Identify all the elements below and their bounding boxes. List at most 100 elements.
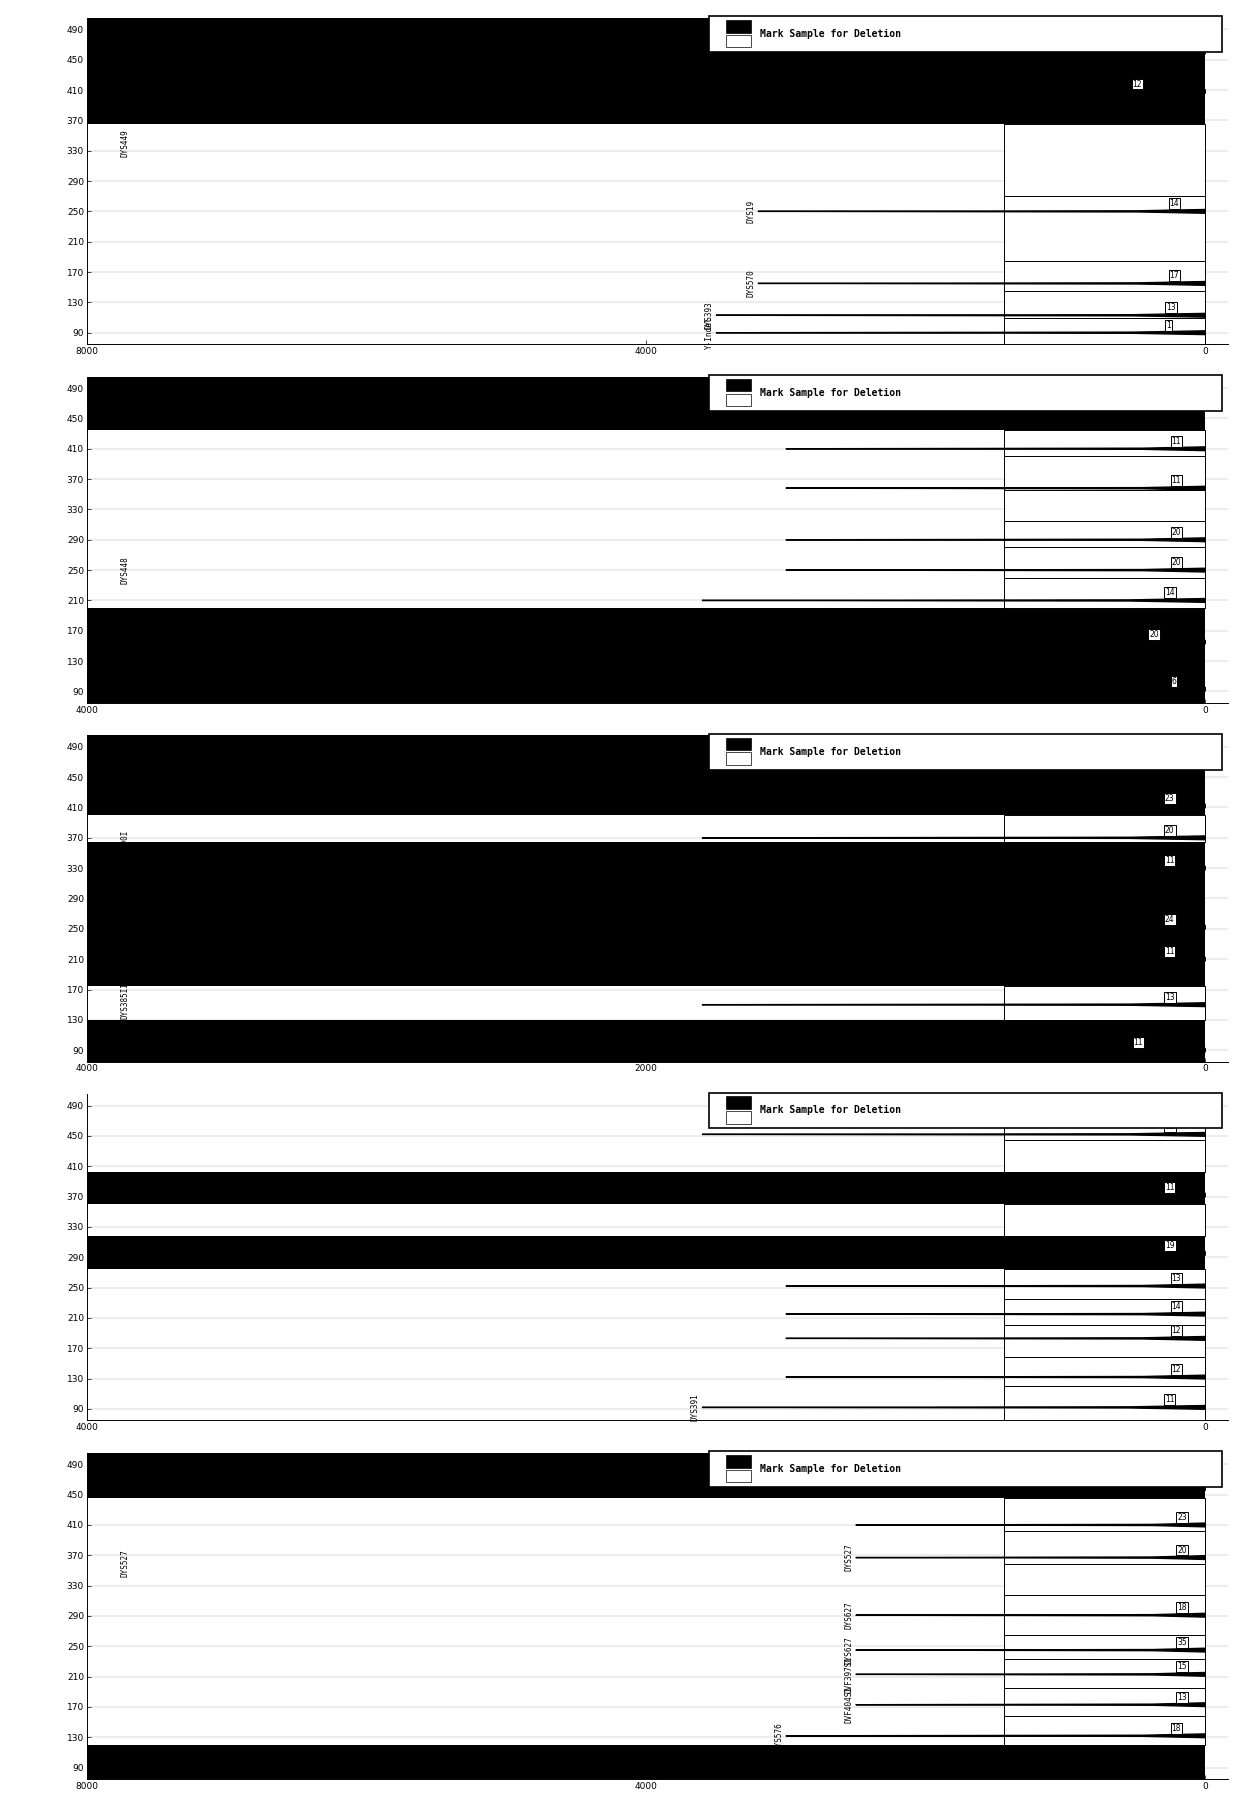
Polygon shape <box>143 404 1205 410</box>
Text: 14: 14 <box>1172 1303 1182 1312</box>
Text: DYS390I: DYS390I <box>120 828 129 861</box>
Bar <box>725 34 750 47</box>
Polygon shape <box>436 50 1205 54</box>
Text: DYS391: DYS391 <box>691 1393 699 1421</box>
Text: DYS390II: DYS390II <box>120 872 129 909</box>
Text: DYS576: DYS576 <box>775 1722 784 1750</box>
Text: 24: 24 <box>1164 915 1174 924</box>
FancyBboxPatch shape <box>708 1452 1221 1488</box>
Bar <box>725 394 750 406</box>
Bar <box>725 1456 750 1468</box>
Bar <box>725 20 750 32</box>
Text: 11: 11 <box>1164 855 1174 864</box>
Bar <box>87 735 1205 785</box>
FancyBboxPatch shape <box>708 1093 1221 1129</box>
Polygon shape <box>758 210 1205 214</box>
Polygon shape <box>856 1614 1205 1617</box>
Text: Mark Sample for Deletion: Mark Sample for Deletion <box>760 29 901 40</box>
Bar <box>1004 1594 1205 1635</box>
Polygon shape <box>702 1405 1205 1409</box>
Polygon shape <box>296 90 1205 93</box>
Text: Mark Sample for Deletion: Mark Sample for Deletion <box>760 388 901 397</box>
Polygon shape <box>786 1337 1205 1341</box>
Bar <box>725 753 750 766</box>
Bar <box>1004 1269 1205 1299</box>
Bar <box>87 913 1205 936</box>
Text: 14: 14 <box>1169 199 1179 208</box>
Text: DYS627: DYS627 <box>844 1637 853 1664</box>
Text: 20: 20 <box>1164 827 1174 836</box>
Polygon shape <box>715 313 1205 316</box>
Polygon shape <box>856 1556 1205 1560</box>
Bar <box>1004 1299 1205 1326</box>
Text: DYS448: DYS448 <box>120 557 129 584</box>
Text: 11: 11 <box>1133 1039 1143 1048</box>
Bar <box>87 1745 1205 1779</box>
Text: DYS527: DYS527 <box>844 1544 853 1571</box>
Polygon shape <box>702 803 1205 809</box>
Text: 13: 13 <box>1143 40 1153 49</box>
Polygon shape <box>856 1673 1205 1677</box>
Bar <box>1004 456 1205 491</box>
Text: DYS385: DYS385 <box>120 1033 129 1060</box>
Text: DYS393: DYS393 <box>704 302 714 329</box>
Bar <box>1004 429 1205 456</box>
Polygon shape <box>786 447 1205 451</box>
Text: 11: 11 <box>1164 947 1174 956</box>
FancyBboxPatch shape <box>708 16 1221 52</box>
Bar <box>1004 124 1205 196</box>
Polygon shape <box>646 1486 1205 1490</box>
Polygon shape <box>786 1375 1205 1378</box>
Text: DYS449: DYS449 <box>120 129 129 156</box>
Text: 11: 11 <box>1164 1182 1174 1191</box>
Text: DYS19: DYS19 <box>746 199 755 223</box>
FancyBboxPatch shape <box>708 733 1221 769</box>
Bar <box>1004 548 1205 577</box>
Bar <box>1004 577 1205 607</box>
Text: 20: 20 <box>1172 528 1182 537</box>
Polygon shape <box>702 925 1205 929</box>
Polygon shape <box>786 1285 1205 1288</box>
Bar <box>1004 1204 1205 1236</box>
Text: 13: 13 <box>1177 1693 1187 1702</box>
Bar <box>87 1236 1205 1269</box>
Text: 35: 35 <box>1164 1123 1174 1132</box>
Bar <box>1004 521 1205 548</box>
Polygon shape <box>310 1048 1205 1051</box>
Polygon shape <box>702 1003 1205 1006</box>
Bar <box>1004 491 1205 521</box>
Bar <box>1004 1499 1205 1531</box>
Polygon shape <box>702 598 1205 602</box>
Text: 1: 1 <box>1166 320 1171 329</box>
Text: 17: 17 <box>1169 271 1179 280</box>
Text: DYS448: DYS448 <box>120 670 129 697</box>
Bar <box>87 607 1205 703</box>
Polygon shape <box>702 1193 1205 1197</box>
Bar <box>1004 1385 1205 1420</box>
Text: DYS527: DYS527 <box>120 1549 129 1576</box>
Bar <box>1004 1716 1205 1745</box>
Polygon shape <box>715 331 1205 334</box>
Bar <box>1004 318 1205 343</box>
Text: 20: 20 <box>1177 1545 1187 1554</box>
Bar <box>87 872 1205 913</box>
Bar <box>725 1111 750 1123</box>
Text: 35: 35 <box>1177 1639 1187 1648</box>
FancyBboxPatch shape <box>708 376 1221 412</box>
Polygon shape <box>702 1251 1205 1256</box>
Bar <box>725 739 750 749</box>
Polygon shape <box>786 686 1205 692</box>
Polygon shape <box>856 1524 1205 1527</box>
Bar <box>725 1096 750 1109</box>
Bar <box>1004 987 1205 1021</box>
Text: 11: 11 <box>1172 437 1182 446</box>
Text: DVF397S1: DVF397S1 <box>844 1655 853 1693</box>
Bar <box>87 1172 1205 1204</box>
Text: DYS385II: DYS385II <box>120 983 129 1019</box>
Text: 6: 6 <box>1172 677 1177 686</box>
Text: 13: 13 <box>1172 1274 1182 1283</box>
Polygon shape <box>856 1704 1205 1707</box>
Bar <box>1004 291 1205 318</box>
Polygon shape <box>506 640 1205 643</box>
Text: DVF404S1: DVF404S1 <box>844 1686 853 1723</box>
